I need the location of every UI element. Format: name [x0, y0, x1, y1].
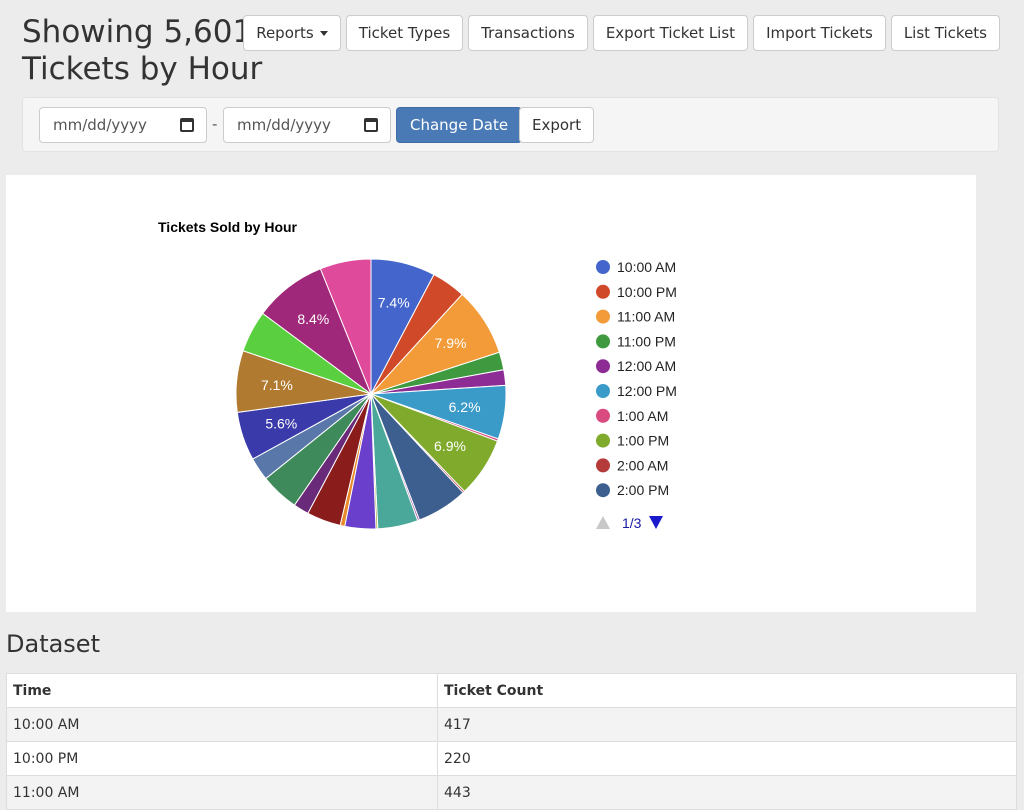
transactions-button[interactable]: Transactions [468, 15, 588, 51]
reports-dropdown-button[interactable]: Reports [243, 15, 341, 51]
slice-percent-label: 7.4% [378, 294, 410, 310]
date-filter-bar: mm/dd/yyyy - mm/dd/yyyy Change Date Expo… [22, 97, 999, 152]
legend-swatch[interactable] [596, 408, 610, 423]
slice-percent-label: 5.6% [265, 416, 297, 432]
legend-swatch[interactable] [596, 359, 610, 374]
legend-next-page-icon[interactable] [649, 516, 663, 529]
end-date-placeholder: mm/dd/yyyy [237, 116, 331, 134]
slice-percent-label: 8.4% [297, 311, 329, 327]
slice-percent-label: 6.9% [434, 438, 466, 454]
legend-label[interactable]: 1:00 AM [617, 408, 668, 424]
caret-down-icon [319, 30, 328, 36]
legend-label[interactable]: 12:00 PM [617, 383, 677, 399]
legend-swatch[interactable] [596, 384, 610, 398]
legend-swatch[interactable] [596, 483, 610, 498]
legend-swatch[interactable] [596, 433, 610, 448]
legend-label[interactable]: 10:00 AM [617, 259, 676, 275]
table-cell-count: 417 [437, 707, 1017, 742]
calendar-icon[interactable] [364, 118, 378, 132]
export-button[interactable]: Export [519, 107, 595, 143]
table-cell-time: 10:00 AM [6, 707, 438, 742]
table-cell-count: 220 [437, 741, 1017, 776]
export-ticket-list-button[interactable]: Export Ticket List [592, 15, 749, 51]
legend-swatch[interactable] [596, 309, 610, 324]
legend-prev-page-icon[interactable] [596, 516, 610, 529]
start-date-placeholder: mm/dd/yyyy [53, 116, 147, 134]
legend-page-indicator: 1/3 [622, 515, 642, 531]
change-date-button[interactable]: Change Date [396, 107, 523, 143]
dataset-table: Time Ticket Count 10:00 AM 417 10:00 PM … [6, 673, 1017, 810]
page-title-line2: Tickets by Hour [22, 51, 263, 87]
import-tickets-button[interactable]: Import Tickets [753, 15, 886, 51]
legend-label[interactable]: 12:00 AM [617, 358, 676, 374]
legend-swatch[interactable] [596, 284, 610, 299]
page-title-line1: Showing 5,601 [22, 14, 253, 50]
start-date-input[interactable]: mm/dd/yyyy [39, 107, 207, 143]
page-title: Showing 5,601 Tickets by Hour [22, 14, 262, 88]
legend-swatch[interactable] [596, 334, 610, 349]
column-header-ticket-count: Ticket Count [437, 673, 1017, 708]
table-cell-time: 10:00 PM [6, 741, 438, 776]
pie-chart: Tickets Sold by Hour 7.4% 7.9% 6.2% 6.9% 5.6%… [158, 219, 677, 531]
legend-label[interactable]: 11:00 PM [617, 333, 676, 349]
chart-title: Tickets Sold by Hour [158, 219, 298, 235]
table-header-row: Time Ticket Count [6, 673, 1017, 708]
table-row: 11:00 AM 443 [6, 775, 1017, 810]
end-date-input[interactable]: mm/dd/yyyy [223, 107, 391, 143]
slice-percent-label: 7.1% [261, 377, 293, 393]
legend-swatch[interactable] [596, 260, 610, 274]
legend-label[interactable]: 1:00 PM [617, 433, 669, 449]
reports-button-label: Reports [256, 24, 314, 42]
calendar-icon[interactable] [180, 118, 194, 132]
table-cell-time: 11:00 AM [6, 775, 438, 810]
table-cell-count: 443 [437, 775, 1017, 810]
legend-label[interactable]: 11:00 AM [617, 309, 675, 325]
legend-label[interactable]: 10:00 PM [617, 284, 677, 300]
list-tickets-button[interactable]: List Tickets [890, 15, 1000, 51]
legend-label[interactable]: 2:00 PM [617, 482, 669, 498]
legend-label[interactable]: 2:00 AM [617, 457, 668, 473]
dataset-heading: Dataset [6, 630, 100, 658]
table-row: 10:00 PM 220 [6, 741, 1017, 776]
slice-percent-label: 7.9% [435, 335, 467, 351]
column-header-time: Time [6, 673, 438, 708]
legend-swatch[interactable] [596, 458, 610, 473]
slice-percent-label: 6.2% [449, 399, 481, 415]
pie-slice[interactable] [319, 258, 372, 395]
date-range-separator: - [212, 115, 218, 133]
toolbar: Reports Ticket Types Transactions Export… [243, 15, 1000, 51]
ticket-types-button[interactable]: Ticket Types [345, 15, 464, 51]
chart-panel: Tickets Sold by Hour 7.4% 7.9% 6.2% 6.9% 5.6%… [6, 175, 976, 612]
table-row: 10:00 AM 417 [6, 707, 1017, 742]
